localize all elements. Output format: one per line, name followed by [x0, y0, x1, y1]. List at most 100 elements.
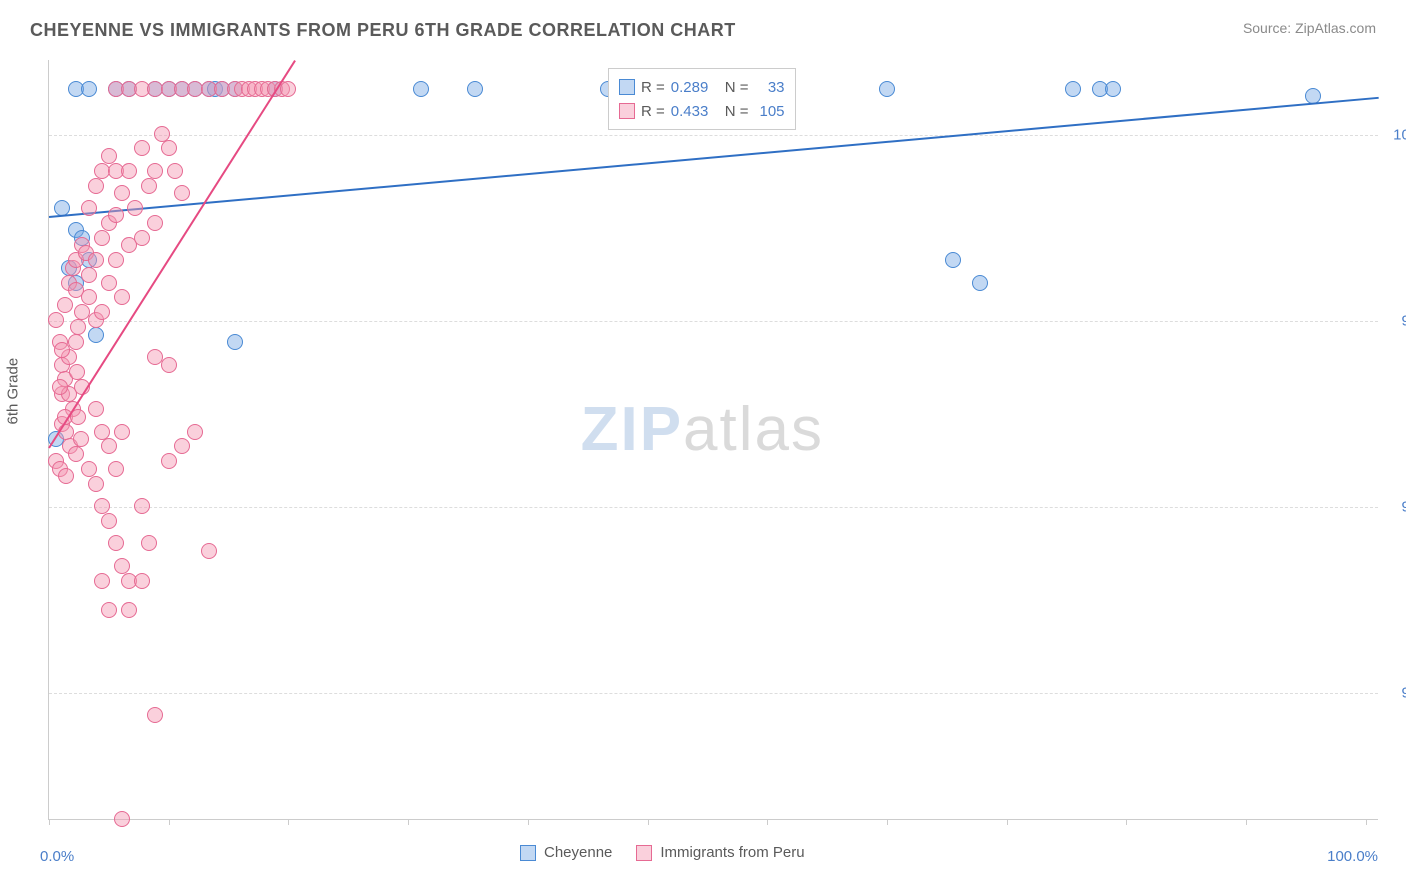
- y-tick-label: 95.0%: [1384, 499, 1406, 516]
- data-point: [227, 334, 243, 350]
- data-point: [94, 304, 110, 320]
- data-point: [1065, 81, 1081, 97]
- data-point: [141, 535, 157, 551]
- data-point: [161, 453, 177, 469]
- data-point: [114, 811, 130, 827]
- data-point: [141, 178, 157, 194]
- data-point: [81, 81, 97, 97]
- stats-legend-row: R =0.433N =105: [619, 99, 785, 123]
- x-tick: [648, 819, 649, 825]
- data-point: [413, 81, 429, 97]
- data-point: [101, 275, 117, 291]
- data-point: [147, 163, 163, 179]
- gridline: [49, 693, 1378, 694]
- data-point: [147, 707, 163, 723]
- data-point: [174, 185, 190, 201]
- data-point: [114, 424, 130, 440]
- n-value: 33: [755, 79, 785, 96]
- data-point: [108, 535, 124, 551]
- n-label: N =: [725, 79, 749, 96]
- data-point: [127, 200, 143, 216]
- x-tick: [767, 819, 768, 825]
- data-point: [121, 163, 137, 179]
- series-legend: Cheyenne Immigrants from Peru: [520, 844, 805, 861]
- y-tick-label: 92.5%: [1384, 685, 1406, 702]
- data-point: [88, 252, 104, 268]
- data-point: [108, 252, 124, 268]
- data-point: [108, 207, 124, 223]
- correlation-stats-box: R = 0.289 N = 33R = 0.433 N = 105: [608, 68, 796, 130]
- data-point: [88, 178, 104, 194]
- data-point: [88, 327, 104, 343]
- data-point: [101, 602, 117, 618]
- data-point: [88, 476, 104, 492]
- data-point: [94, 424, 110, 440]
- x-tick: [1246, 819, 1247, 825]
- x-tick: [1126, 819, 1127, 825]
- data-point: [94, 573, 110, 589]
- data-point: [114, 289, 130, 305]
- x-tick: [1007, 819, 1008, 825]
- legend-swatch: [619, 103, 635, 119]
- data-point: [81, 289, 97, 305]
- data-point: [101, 148, 117, 164]
- y-tick-label: 100.0%: [1384, 126, 1406, 143]
- data-point: [48, 312, 64, 328]
- data-point: [52, 379, 68, 395]
- legend-swatch: [636, 845, 652, 861]
- x-tick: [1366, 819, 1367, 825]
- data-point: [134, 230, 150, 246]
- data-point: [58, 468, 74, 484]
- data-point: [70, 319, 86, 335]
- legend-item: Immigrants from Peru: [636, 844, 804, 861]
- data-point: [161, 140, 177, 156]
- x-tick: [169, 819, 170, 825]
- x-axis-min-label: 0.0%: [40, 848, 74, 865]
- legend-item: Cheyenne: [520, 844, 612, 861]
- data-point: [57, 297, 73, 313]
- r-value: 0.433: [671, 103, 719, 120]
- chart-title: CHEYENNE VS IMMIGRANTS FROM PERU 6TH GRA…: [30, 20, 736, 41]
- data-point: [68, 446, 84, 462]
- y-tick-label: 97.5%: [1384, 312, 1406, 329]
- legend-label: Cheyenne: [544, 844, 612, 861]
- legend-swatch: [520, 845, 536, 861]
- legend-swatch: [619, 79, 635, 95]
- data-point: [54, 342, 70, 358]
- data-point: [94, 498, 110, 514]
- data-point: [1105, 81, 1121, 97]
- data-point: [108, 461, 124, 477]
- data-point: [147, 215, 163, 231]
- n-value: 105: [755, 103, 785, 120]
- data-point: [81, 200, 97, 216]
- stats-legend-row: R = 0.289 N = 33: [619, 75, 785, 99]
- x-tick: [288, 819, 289, 825]
- data-point: [69, 364, 85, 380]
- r-label: R =: [641, 79, 665, 96]
- data-point: [280, 81, 296, 97]
- data-point: [101, 513, 117, 529]
- data-point: [134, 140, 150, 156]
- chart-plot-area: 6th Grade ZIPatlas 92.5%95.0%97.5%100.0%: [48, 60, 1378, 820]
- n-label: N =: [725, 103, 749, 120]
- watermark: ZIPatlas: [581, 394, 824, 465]
- source-label: Source: ZipAtlas.com: [1243, 20, 1376, 36]
- data-point: [161, 357, 177, 373]
- x-tick: [887, 819, 888, 825]
- data-point: [972, 275, 988, 291]
- data-point: [121, 602, 137, 618]
- r-value: 0.289: [671, 79, 719, 96]
- data-point: [201, 543, 217, 559]
- x-tick: [408, 819, 409, 825]
- data-point: [945, 252, 961, 268]
- data-point: [81, 267, 97, 283]
- data-point: [94, 230, 110, 246]
- data-point: [167, 163, 183, 179]
- gridline: [49, 507, 1378, 508]
- data-point: [154, 126, 170, 142]
- x-axis-max-label: 100.0%: [1327, 848, 1378, 865]
- data-point: [81, 461, 97, 477]
- data-point: [174, 438, 190, 454]
- data-point: [88, 401, 104, 417]
- y-axis-label: 6th Grade: [5, 357, 22, 424]
